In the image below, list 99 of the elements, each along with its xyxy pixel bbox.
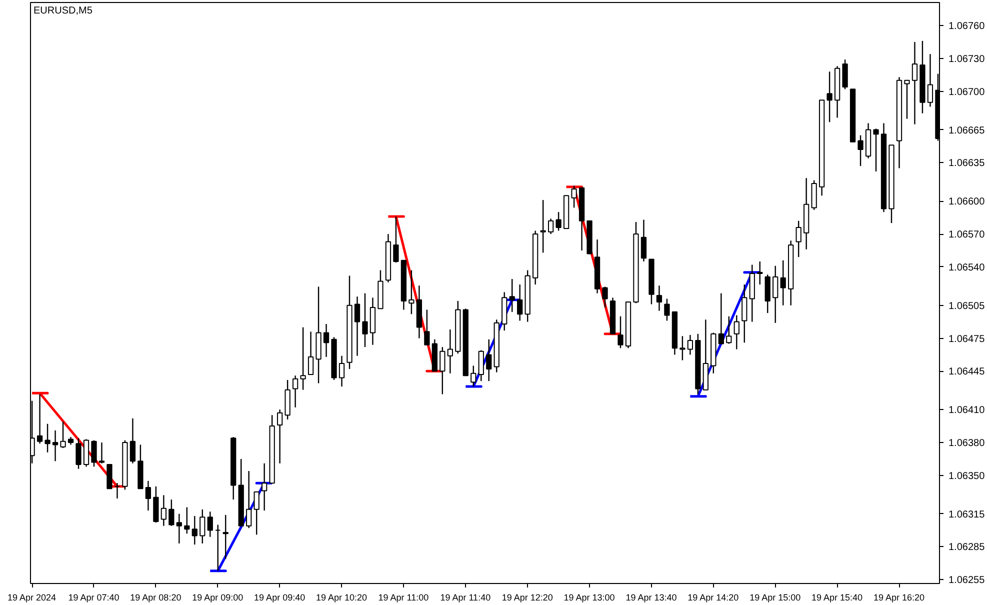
candlestick: [548, 218, 554, 235]
candlestick: [254, 491, 260, 536]
candlestick: [300, 326, 306, 390]
candlestick: [338, 355, 345, 388]
x-tick-label: 19 Apr 09:00: [192, 592, 244, 602]
x-tick-label: 19 Apr 08:20: [130, 592, 182, 602]
x-tick-label: 19 Apr 13:00: [564, 592, 615, 602]
candlestick: [130, 418, 136, 464]
candlestick: [292, 374, 298, 408]
candlestick: [873, 128, 879, 172]
y-tick-label: 1.06315: [948, 509, 986, 520]
candlestick: [687, 334, 694, 356]
y-tick-label: 1.06665: [948, 125, 986, 136]
candlestick: [842, 58, 848, 90]
x-tick-label: 19 Apr 13:40: [626, 592, 677, 602]
x-tick-label: 19 Apr 14:20: [688, 592, 739, 602]
candlestick: [36, 394, 43, 444]
candlestick: [76, 438, 82, 470]
candlestick: [509, 278, 515, 313]
candlestick: [440, 346, 446, 395]
candlestick: [207, 511, 213, 538]
chart-title: EURUSD,M5: [34, 6, 93, 16]
x-tick-label: 19 Apr 12:20: [502, 592, 553, 602]
candlestick: [571, 185, 577, 208]
y-tick-label: 1.06475: [948, 334, 986, 345]
candlestick: [160, 494, 166, 526]
candlestick: [262, 462, 268, 512]
candlestick: [780, 260, 786, 306]
y-tick-label: 1.06570: [948, 230, 986, 241]
x-tick-label: 19 Apr 07:40: [68, 592, 120, 602]
candlestick: [757, 260, 763, 286]
candlestick: [192, 515, 198, 546]
candlestick: [556, 211, 562, 232]
candlestick: [114, 482, 120, 500]
x-tick-label: 19 Apr 09:40: [254, 592, 306, 602]
candlestick: [176, 513, 182, 544]
candlestick: [718, 292, 724, 344]
candlestick: [200, 508, 206, 544]
candlestick: [52, 430, 58, 462]
candlestick: [640, 219, 647, 262]
y-tick-label: 1.06350: [948, 470, 986, 482]
y-tick-label: 1.06255: [948, 575, 986, 586]
x-tick-label: 19 Apr 11:40: [440, 592, 491, 602]
candlestick: [276, 408, 283, 464]
candlestick: [447, 328, 453, 374]
y-tick-label: 1.06380: [948, 438, 986, 449]
y-tick-label: 1.06285: [948, 542, 986, 554]
x-tick-label: 19 Apr 15:40: [812, 592, 863, 602]
candlestick: [656, 284, 662, 312]
y-tick-label: 1.06410: [948, 405, 986, 416]
x-tick-label: 19 Apr 10:20: [316, 592, 368, 602]
x-tick-label: 19 Apr 11:00: [378, 592, 429, 602]
candlestick: [742, 284, 748, 344]
y-tick-label: 1.06540: [948, 262, 986, 274]
candlestick: [680, 335, 686, 361]
candlestick: [734, 314, 740, 350]
candlestick: [912, 41, 918, 125]
candlestick: [91, 440, 97, 468]
candlestick: [826, 71, 832, 123]
y-tick-label: 1.06700: [948, 86, 986, 98]
candlestick: [168, 498, 174, 526]
candlestick: [308, 331, 314, 376]
candlestick: [424, 309, 430, 346]
candlestick: [726, 316, 732, 344]
candlestick: [772, 265, 778, 324]
candlestick: [354, 296, 360, 356]
candlestick: [796, 220, 802, 258]
candlestick: [540, 199, 546, 254]
y-tick-label: 1.06635: [948, 158, 986, 170]
candlestick: [927, 53, 934, 108]
candlestick: [362, 292, 368, 348]
candlestick: [858, 134, 864, 167]
candlestick: [184, 506, 190, 534]
candlestick: [323, 323, 330, 358]
candlestick: [664, 298, 670, 322]
candlestick: [408, 270, 414, 315]
candlestick: [222, 514, 228, 560]
candlestick: [145, 480, 152, 512]
y-tick-label: 1.06730: [948, 54, 986, 65]
candlestick: [904, 80, 910, 120]
y-tick-label: 1.06445: [948, 366, 986, 378]
y-tick-label: 1.06760: [948, 21, 986, 32]
x-tick-label: 19 Apr 2024: [8, 592, 56, 602]
candlestick: [215, 524, 221, 572]
y-tick-label: 1.06600: [948, 196, 986, 208]
candlestick: [246, 470, 252, 529]
candlestick: [602, 286, 608, 308]
y-tick-label: 1.06505: [948, 300, 986, 312]
candlestick: [393, 216, 399, 264]
x-tick-label: 19 Apr 16:20: [873, 592, 925, 602]
candlestick: [98, 442, 105, 464]
candlestick: [60, 421, 66, 449]
candlestick: [486, 338, 492, 382]
candlestick: [44, 423, 50, 453]
x-tick-label: 19 Apr 15:00: [750, 592, 801, 602]
candlestick: [470, 365, 476, 388]
candlestick: [517, 284, 523, 322]
candlestick: [618, 316, 624, 349]
candlestick: [478, 350, 484, 382]
